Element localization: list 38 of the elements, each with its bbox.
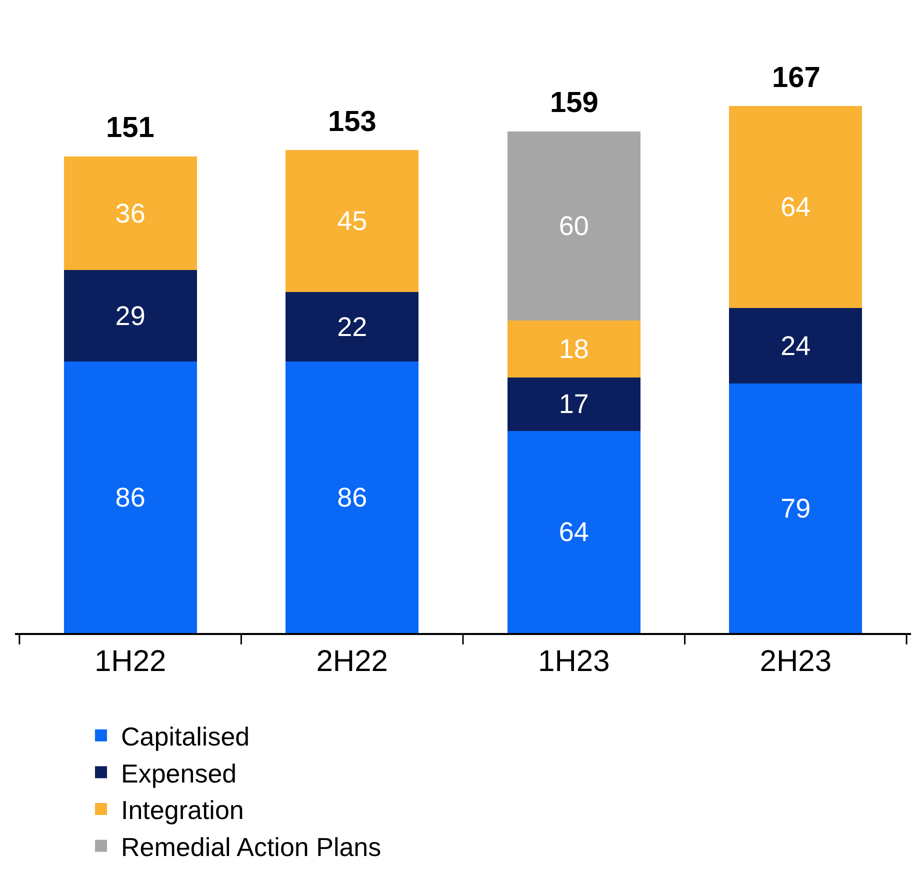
data-label: 86 bbox=[337, 482, 368, 512]
bar bbox=[286, 292, 419, 362]
legend-label: Integration bbox=[121, 795, 244, 826]
bar bbox=[507, 377, 640, 432]
bar bbox=[64, 156, 197, 270]
data-label: 18 bbox=[558, 334, 589, 364]
total-label: 167 bbox=[772, 62, 820, 94]
bar bbox=[286, 150, 419, 292]
total-label: 159 bbox=[550, 87, 598, 119]
x-tick-label: 1H23 bbox=[538, 644, 610, 678]
bar bbox=[729, 308, 862, 384]
data-label: 64 bbox=[780, 192, 811, 222]
x-tick-label: 1H22 bbox=[94, 644, 166, 678]
data-label: 24 bbox=[780, 330, 811, 361]
bar bbox=[729, 106, 862, 308]
total-label: 153 bbox=[328, 106, 376, 138]
data-label: 17 bbox=[558, 389, 589, 420]
bar bbox=[286, 362, 419, 633]
data-label: 36 bbox=[115, 198, 146, 228]
data-label: 79 bbox=[780, 493, 811, 524]
data-label: 29 bbox=[115, 300, 146, 331]
bar bbox=[507, 320, 640, 378]
data-label: 22 bbox=[337, 312, 368, 342]
bar bbox=[507, 431, 640, 633]
data-label: 60 bbox=[558, 210, 589, 241]
legend-label: Remedial Action Plans bbox=[121, 832, 382, 862]
bar bbox=[729, 384, 862, 633]
bar bbox=[507, 131, 640, 321]
data-label: 45 bbox=[337, 206, 368, 236]
bar bbox=[64, 270, 197, 362]
data-label: 64 bbox=[558, 517, 589, 548]
bar bbox=[64, 362, 197, 633]
data-label: 86 bbox=[115, 482, 146, 512]
legend-label: Expensed bbox=[121, 758, 237, 788]
x-tick-label: 2H23 bbox=[760, 644, 832, 678]
x-tick-label: 2H22 bbox=[316, 644, 388, 678]
legend-label: Capitalised bbox=[121, 722, 250, 752]
total-label: 151 bbox=[106, 112, 154, 144]
